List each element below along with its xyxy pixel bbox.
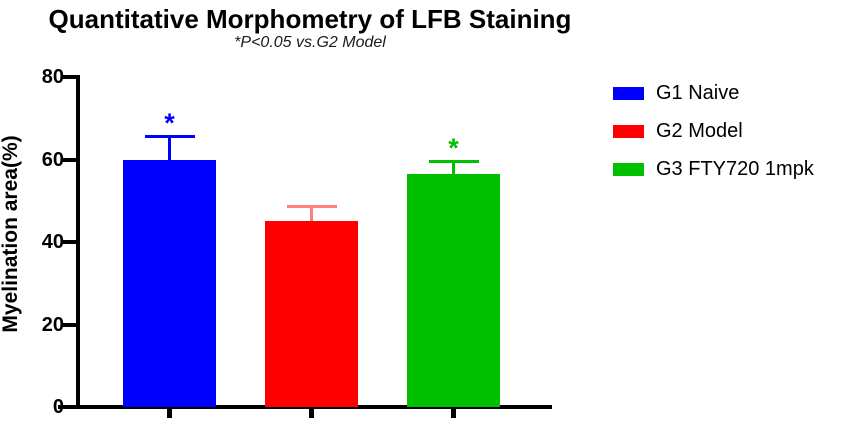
x-tick-g1-naive (167, 409, 172, 418)
error-bar-cap-g3-fty720-1mpk (428, 160, 479, 164)
significance-asterisk-g3-fty720-1mpk: * (448, 132, 459, 163)
legend-item-g2-model: G2 Model (613, 120, 743, 142)
error-bar-stem-g3-fty720-1mpk (452, 161, 455, 174)
legend-swatch-g1-naive (613, 86, 644, 100)
y-tick-label: 80 (41, 66, 64, 88)
error-bar-cap-g2-model (286, 205, 337, 209)
legend-swatch-g3-fty720-1mpk (613, 162, 644, 176)
x-tick-g3-fty720-1mpk (451, 409, 456, 418)
y-tick-label: 40 (41, 231, 64, 253)
x-axis-line (58, 405, 552, 409)
legend-item-g3-fty720-1mpk: G3 FTY720 1mpk (613, 158, 814, 180)
error-bar-stem-g2-model (310, 206, 313, 222)
bar-g2-model (265, 221, 358, 407)
legend-label-g3-fty720-1mpk: G3 FTY720 1mpk (656, 158, 814, 180)
legend-swatch-g2-model (613, 124, 644, 138)
y-tick (62, 75, 76, 79)
y-axis-line (76, 75, 80, 409)
plot-area: 0 20 40 60 80 * * (41, 66, 552, 418)
significance-asterisk-g1-naive: * (164, 107, 175, 138)
bar-g1-naive (123, 159, 216, 407)
error-bar-cap-g1-naive (144, 135, 195, 139)
bar-g3-fty720-1mpk (407, 173, 500, 407)
error-bar-stem-g1-naive (168, 136, 171, 160)
legend-label-g2-model: G2 Model (656, 120, 743, 142)
legend-label-g1-naive: G1 Naive (656, 82, 740, 104)
y-tick (62, 240, 76, 244)
y-tick-label: 20 (41, 313, 64, 336)
legend-item-g1-naive: G1 Naive (613, 82, 739, 104)
y-tick (62, 322, 76, 327)
x-tick-g2-model (309, 409, 314, 418)
y-tick-label: 0 (52, 396, 64, 418)
y-tick-label: 60 (41, 148, 64, 171)
chart-title: Quantitative Morphometry of LFB Staining (48, 4, 572, 34)
chart-subtitle: *P<0.05 vs.G2 Model (234, 34, 386, 51)
y-tick (62, 157, 76, 162)
